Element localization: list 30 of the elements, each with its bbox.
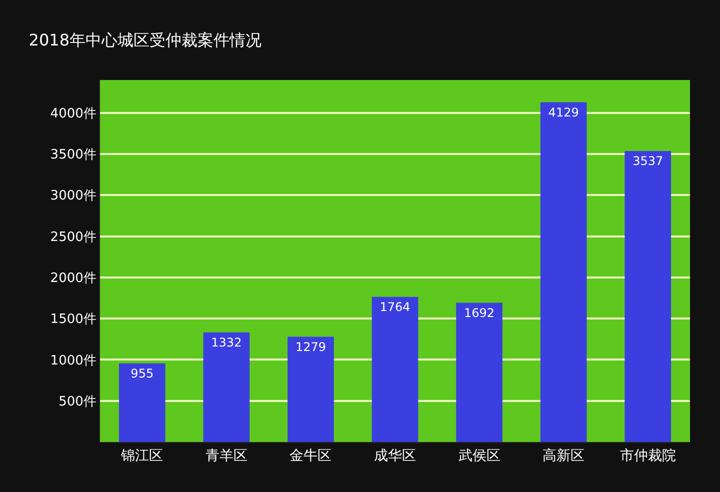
bar (288, 336, 334, 442)
bar (372, 296, 418, 442)
bar (540, 102, 587, 442)
bar (118, 363, 166, 442)
x-tick-label: 高新区 (542, 448, 585, 464)
chart-title: 2018年中心城区受仲裁案件情况 (28, 30, 262, 50)
data-label: 3537 (632, 154, 664, 168)
y-tick-label: 1000件 (50, 353, 96, 368)
bar (456, 302, 502, 442)
x-tick-label: 锦江区 (120, 448, 164, 464)
data-label: 1279 (295, 340, 326, 354)
y-tick-label: 3500件 (50, 148, 96, 163)
x-tick-label: 成华区 (374, 448, 416, 464)
data-label: 1332 (211, 335, 242, 350)
bar (203, 332, 250, 442)
y-tick-label: 2000件 (50, 271, 96, 286)
y-tick-label: 1500件 (50, 312, 96, 328)
y-tick-label: 2500件 (50, 230, 96, 245)
y-tick-label: 3000件 (50, 188, 96, 204)
data-label: 1692 (464, 306, 495, 320)
bar (624, 151, 672, 442)
x-tick-label: 青羊区 (205, 448, 248, 464)
data-label: 4129 (548, 105, 579, 120)
data-label: 955 (130, 366, 154, 380)
x-tick-label: 市仲裁院 (620, 448, 676, 464)
y-tick-label: 500件 (58, 394, 96, 410)
y-tick-label: 4000件 (50, 106, 96, 122)
x-tick-label: 金牛区 (290, 448, 332, 464)
x-tick-label: 武侯区 (458, 448, 500, 464)
data-label: 1764 (380, 300, 410, 314)
